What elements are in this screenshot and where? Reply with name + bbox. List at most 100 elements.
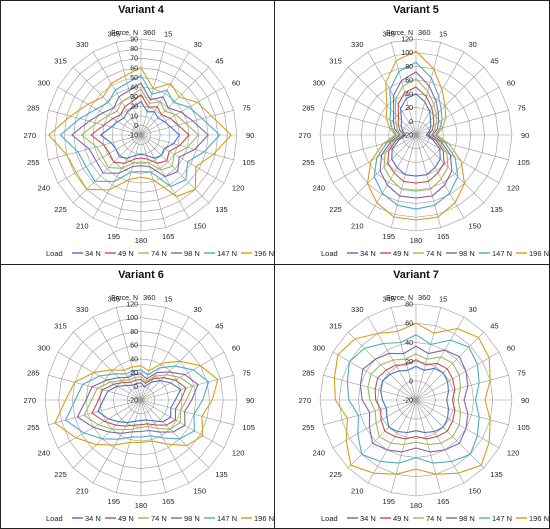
- angle-label: 345: [108, 29, 121, 38]
- radial-tick-label: 80: [405, 302, 413, 309]
- radial-tick-label: 20: [130, 104, 138, 111]
- angle-label: 285: [302, 369, 315, 378]
- radial-tick-label: 40: [405, 91, 413, 98]
- radial-tick-label: 50: [130, 75, 138, 82]
- grid-spoke: [57, 399, 142, 449]
- radial-axis-label: Force, N: [386, 295, 413, 302]
- angle-label: 285: [302, 104, 315, 113]
- angle-label: 90: [521, 396, 529, 405]
- grid-spoke: [48, 109, 142, 136]
- grid-spoke: [390, 42, 417, 136]
- series-line: [346, 334, 480, 464]
- angle-label: 240: [38, 183, 51, 192]
- grid-spoke: [140, 351, 225, 401]
- series-line: [48, 67, 232, 198]
- grid-spoke: [57, 134, 142, 184]
- angle-label: 195: [383, 497, 396, 506]
- legend-title: Load: [46, 514, 63, 523]
- angle-label: 165: [437, 232, 450, 241]
- angle-label: 90: [246, 131, 254, 140]
- radial-tick-label: 80: [130, 46, 138, 53]
- grid-spoke: [415, 316, 465, 401]
- legend-entry: 74 N: [426, 514, 442, 523]
- series-line: [100, 100, 180, 159]
- grid-spoke: [323, 374, 417, 401]
- series-line: [59, 74, 221, 188]
- series-line: [359, 345, 469, 453]
- legend-entry: 34 N: [85, 514, 101, 523]
- grid-spoke: [415, 399, 442, 493]
- angle-label: 210: [76, 222, 89, 231]
- legend-title: Load: [46, 249, 63, 258]
- legend-entry: 196 N: [254, 514, 274, 523]
- angle-label: 15: [439, 29, 447, 38]
- grid-spoke: [140, 399, 190, 484]
- angle-label: 180: [135, 501, 148, 510]
- legend-entry: 196 N: [529, 514, 549, 523]
- grid-spoke: [92, 399, 142, 484]
- grid-spoke: [57, 86, 142, 136]
- grid-spoke: [415, 86, 500, 136]
- angle-label: 180: [135, 236, 148, 245]
- angle-label: 60: [232, 343, 240, 352]
- grid-spoke: [332, 86, 417, 136]
- grid-spoke: [367, 399, 417, 484]
- series-line: [91, 377, 187, 427]
- angle-label: 225: [329, 470, 342, 479]
- radial-tick-label: 0: [134, 384, 138, 391]
- series-line: [76, 371, 199, 434]
- grid-spoke: [415, 351, 500, 401]
- angle-label: 30: [469, 305, 477, 314]
- legend-entry: 34 N: [360, 249, 376, 258]
- angle-label: 75: [517, 104, 525, 113]
- radial-tick-label: 60: [130, 343, 138, 350]
- grid-spoke: [415, 42, 442, 136]
- angle-label: 165: [162, 497, 175, 506]
- legend-entry: 147 N: [217, 514, 237, 523]
- radial-tick-label: -20: [403, 133, 413, 140]
- angle-label: 105: [242, 423, 255, 432]
- grid-spoke: [140, 134, 225, 184]
- series-line: [71, 82, 209, 178]
- radial-tick-label: 100: [126, 315, 138, 322]
- angle-label: 315: [54, 322, 67, 331]
- grid-spoke: [92, 134, 142, 219]
- angle-label: 75: [242, 104, 250, 113]
- radial-axis-label: Force, N: [111, 30, 138, 37]
- legend-entry: 74 N: [151, 514, 167, 523]
- angle-label: 150: [469, 222, 482, 231]
- angle-label: 225: [54, 205, 67, 214]
- angle-label: 60: [507, 343, 515, 352]
- series-line: [373, 61, 459, 210]
- angle-label: 75: [242, 369, 250, 378]
- angle-label: 285: [27, 369, 40, 378]
- legend-entry: 49 N: [393, 249, 409, 258]
- grid-spoke: [415, 399, 465, 484]
- grid-spoke: [367, 316, 417, 401]
- angle-label: 105: [517, 423, 530, 432]
- grid-spoke: [72, 331, 142, 401]
- grid-spoke: [332, 399, 417, 449]
- angle-label: 255: [302, 158, 315, 167]
- angle-label: 255: [27, 158, 40, 167]
- grid-spoke: [48, 399, 142, 426]
- grid-spoke: [115, 42, 142, 136]
- legend-entry: 98 N: [459, 514, 475, 523]
- angle-label: 15: [164, 294, 172, 303]
- series-line: [97, 380, 182, 424]
- angle-label: 45: [490, 57, 498, 66]
- angle-label: 195: [108, 232, 121, 241]
- grid-spoke: [92, 51, 142, 136]
- angle-label: 60: [507, 78, 515, 87]
- angle-label: 330: [351, 305, 364, 314]
- angle-label: 345: [383, 294, 396, 303]
- series-line: [367, 353, 462, 446]
- radial-tick-label: 80: [130, 329, 138, 336]
- grid-spoke: [140, 399, 234, 426]
- angle-label: 120: [507, 183, 520, 192]
- grid-spoke: [140, 307, 167, 401]
- grid-spoke: [92, 316, 142, 401]
- grid-spoke: [347, 134, 417, 204]
